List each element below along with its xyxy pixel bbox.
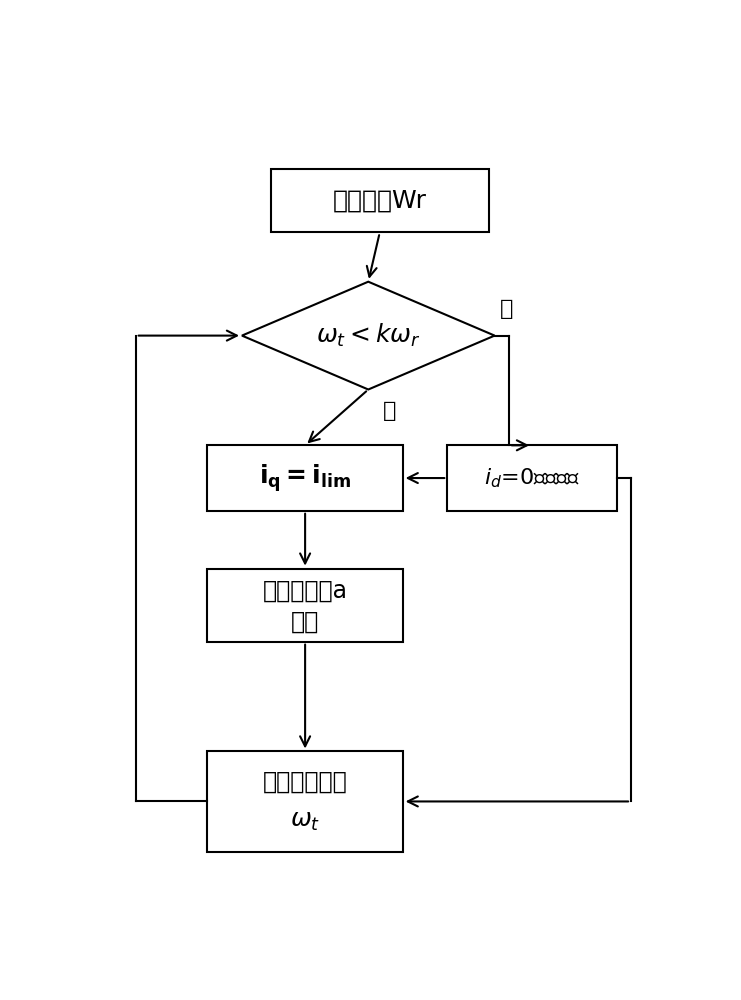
- Text: 最大: 最大: [291, 610, 319, 634]
- Text: 否: 否: [500, 299, 514, 319]
- Text: $\omega_t$: $\omega_t$: [290, 809, 320, 833]
- Bar: [207, 751, 403, 852]
- Text: 预定转速Wr: 预定转速Wr: [333, 189, 427, 213]
- Bar: [207, 445, 403, 511]
- Bar: [207, 569, 403, 642]
- Polygon shape: [242, 282, 494, 390]
- Text: $i_d$=0矢量控制: $i_d$=0矢量控制: [484, 466, 580, 490]
- Text: 是: 是: [382, 401, 396, 421]
- Text: 电机加速度a: 电机加速度a: [262, 579, 348, 603]
- Text: 电机实时速度: 电机实时速度: [263, 770, 348, 794]
- Text: $\mathbf{i_q=i_{lim}}$: $\mathbf{i_q=i_{lim}}$: [259, 462, 351, 494]
- Text: $\omega_t < k\omega_r$: $\omega_t < k\omega_r$: [316, 322, 421, 349]
- Bar: [448, 445, 617, 511]
- Bar: [270, 169, 489, 232]
